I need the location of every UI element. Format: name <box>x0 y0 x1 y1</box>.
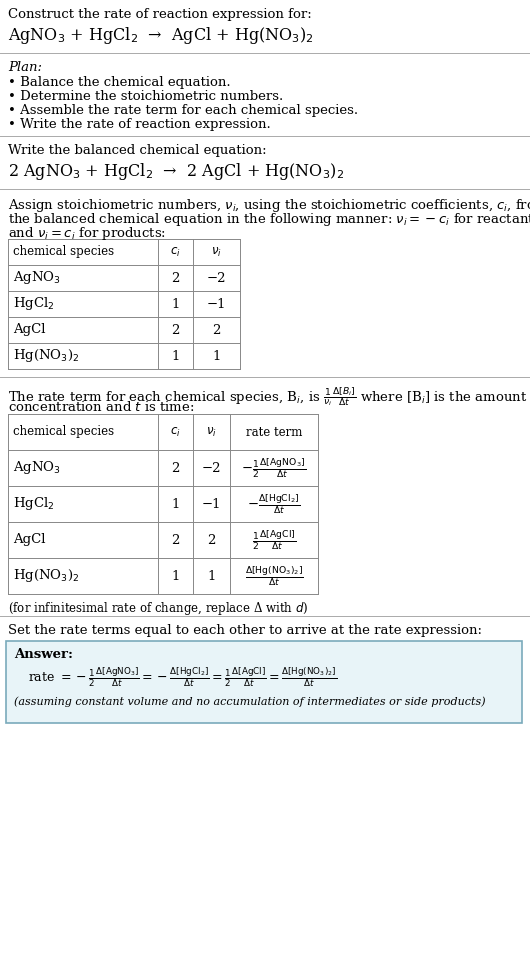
Text: Construct the rate of reaction expression for:: Construct the rate of reaction expressio… <box>8 8 312 21</box>
Text: The rate term for each chemical species, B$_i$, is $\frac{1}{\nu_i}\frac{\Delta[: The rate term for each chemical species,… <box>8 385 527 408</box>
Text: 2: 2 <box>171 323 180 337</box>
Text: AgNO$_3$ + HgCl$_2$  →  AgCl + Hg(NO$_3$)$_2$: AgNO$_3$ + HgCl$_2$ → AgCl + Hg(NO$_3$)$… <box>8 25 314 46</box>
Text: • Balance the chemical equation.: • Balance the chemical equation. <box>8 76 231 89</box>
Text: −2: −2 <box>207 271 226 284</box>
Text: HgCl$_2$: HgCl$_2$ <box>13 296 55 312</box>
Text: 2: 2 <box>171 462 180 474</box>
Text: Hg(NO$_3$)$_2$: Hg(NO$_3$)$_2$ <box>13 347 79 364</box>
Text: • Determine the stoichiometric numbers.: • Determine the stoichiometric numbers. <box>8 90 283 103</box>
Text: Answer:: Answer: <box>14 648 73 661</box>
Text: −1: −1 <box>202 498 221 510</box>
Text: $\nu_i$: $\nu_i$ <box>211 245 222 259</box>
Text: • Write the rate of reaction expression.: • Write the rate of reaction expression. <box>8 118 271 131</box>
Text: $c_i$: $c_i$ <box>170 245 181 259</box>
Text: AgCl: AgCl <box>13 534 46 547</box>
Text: chemical species: chemical species <box>13 426 114 438</box>
Text: $\frac{1}{2}\frac{\Delta[\mathrm{AgCl}]}{\Delta t}$: $\frac{1}{2}\frac{\Delta[\mathrm{AgCl}]}… <box>252 528 296 551</box>
Text: HgCl$_2$: HgCl$_2$ <box>13 496 55 512</box>
Text: (assuming constant volume and no accumulation of intermediates or side products): (assuming constant volume and no accumul… <box>14 696 485 707</box>
Text: $-\frac{1}{2}\frac{\Delta[\mathrm{AgNO_3}]}{\Delta t}$: $-\frac{1}{2}\frac{\Delta[\mathrm{AgNO_3… <box>242 456 306 480</box>
Text: Write the balanced chemical equation:: Write the balanced chemical equation: <box>8 144 267 157</box>
Text: $-\frac{\Delta[\mathrm{HgCl_2}]}{\Delta t}$: $-\frac{\Delta[\mathrm{HgCl_2}]}{\Delta … <box>248 492 301 515</box>
Text: 2: 2 <box>171 271 180 284</box>
Text: rate term: rate term <box>246 426 302 438</box>
Text: 1: 1 <box>171 498 180 510</box>
Text: 2: 2 <box>213 323 220 337</box>
Text: Plan:: Plan: <box>8 61 42 74</box>
Text: (for infinitesimal rate of change, replace Δ with $d$): (for infinitesimal rate of change, repla… <box>8 600 308 617</box>
Text: 1: 1 <box>171 349 180 362</box>
Text: 2 AgNO$_3$ + HgCl$_2$  →  2 AgCl + Hg(NO$_3$)$_2$: 2 AgNO$_3$ + HgCl$_2$ → 2 AgCl + Hg(NO$_… <box>8 161 344 182</box>
Text: rate $= -\frac{1}{2}\frac{\Delta[\mathrm{AgNO_3}]}{\Delta t} = -\frac{\Delta[\ma: rate $= -\frac{1}{2}\frac{\Delta[\mathrm… <box>28 666 337 689</box>
Text: $c_i$: $c_i$ <box>170 426 181 438</box>
Text: AgNO$_3$: AgNO$_3$ <box>13 269 61 287</box>
Text: $\nu_i$: $\nu_i$ <box>206 426 217 438</box>
Text: 1: 1 <box>207 570 216 583</box>
Text: • Assemble the rate term for each chemical species.: • Assemble the rate term for each chemic… <box>8 104 358 117</box>
Text: AgCl: AgCl <box>13 323 46 337</box>
Text: Hg(NO$_3$)$_2$: Hg(NO$_3$)$_2$ <box>13 567 79 585</box>
Text: AgNO$_3$: AgNO$_3$ <box>13 460 61 476</box>
Text: 2: 2 <box>207 534 216 547</box>
Text: $\frac{\Delta[\mathrm{Hg(NO_3)_2}]}{\Delta t}$: $\frac{\Delta[\mathrm{Hg(NO_3)_2}]}{\Del… <box>244 564 303 588</box>
Text: −1: −1 <box>207 298 226 310</box>
Text: Assign stoichiometric numbers, $\nu_i$, using the stoichiometric coefficients, $: Assign stoichiometric numbers, $\nu_i$, … <box>8 197 530 214</box>
Text: and $\nu_i = c_i$ for products:: and $\nu_i = c_i$ for products: <box>8 225 166 242</box>
Text: Set the rate terms equal to each other to arrive at the rate expression:: Set the rate terms equal to each other t… <box>8 624 482 637</box>
Text: −2: −2 <box>202 462 221 474</box>
Text: concentration and $t$ is time:: concentration and $t$ is time: <box>8 400 195 414</box>
Text: chemical species: chemical species <box>13 246 114 259</box>
Text: 1: 1 <box>171 298 180 310</box>
Text: 1: 1 <box>213 349 220 362</box>
FancyBboxPatch shape <box>6 641 522 723</box>
Text: 2: 2 <box>171 534 180 547</box>
Text: the balanced chemical equation in the following manner: $\nu_i = -c_i$ for react: the balanced chemical equation in the fo… <box>8 211 530 228</box>
Text: 1: 1 <box>171 570 180 583</box>
